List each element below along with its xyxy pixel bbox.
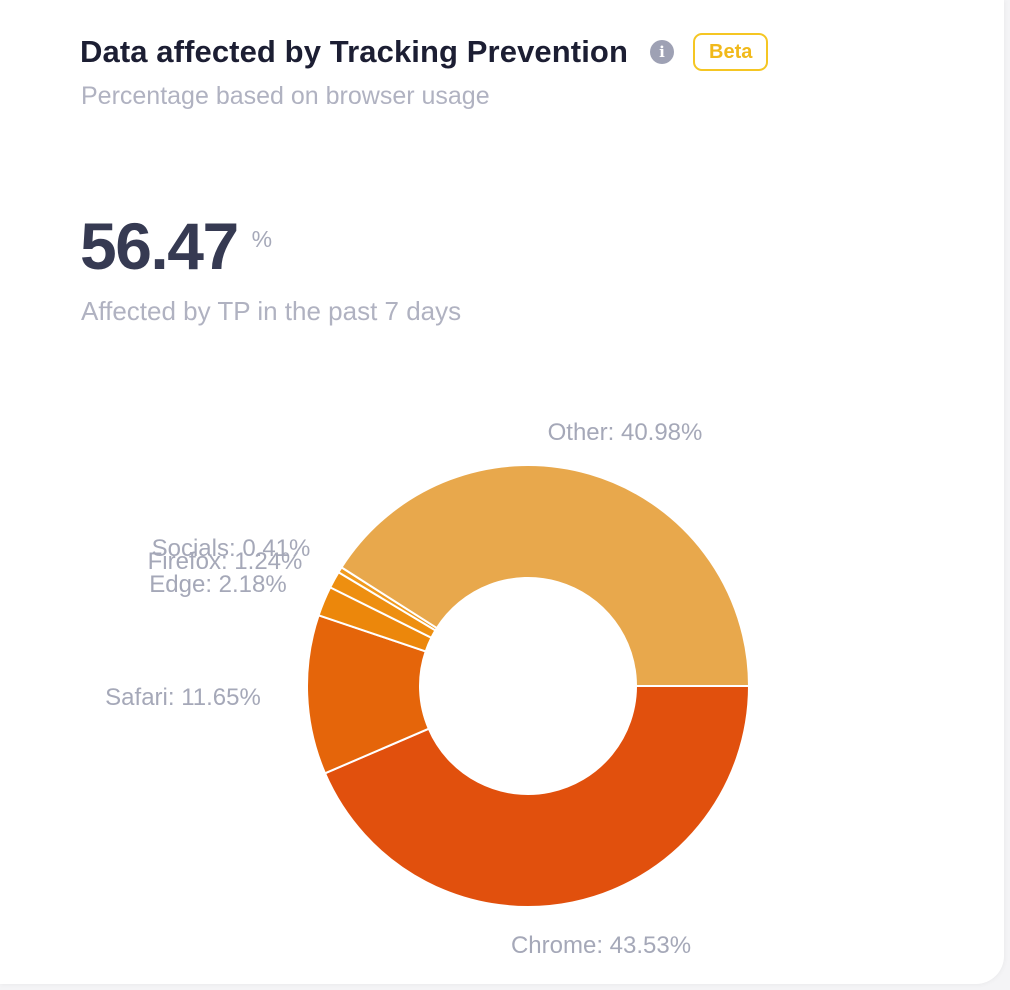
beta-badge: Beta — [693, 33, 769, 71]
kpi-unit: % — [251, 226, 273, 252]
slice-label-edge: Edge: 2.18% — [149, 571, 286, 598]
slice-other[interactable] — [340, 464, 750, 687]
kpi-caption: Affected by TP in the past 7 days — [81, 296, 462, 326]
kpi-value: 56.47 — [80, 209, 239, 283]
slice-label-other: Other: 40.98% — [548, 419, 703, 446]
slice-label-firefox: Firefox: 1.24% — [148, 548, 303, 575]
card-subtitle: Percentage based on browser usage — [81, 82, 490, 110]
kpi-block: 56.47 % — [80, 204, 272, 288]
slice-label-safari: Safari: 11.65% — [105, 684, 261, 711]
info-icon[interactable]: i — [650, 40, 674, 64]
card-header: Data affected by Tracking Prevention i B… — [80, 30, 769, 74]
slice-chrome[interactable] — [323, 685, 750, 908]
slice-label-socials: Socials: 0.41% — [152, 535, 311, 562]
slice-label-chrome: Chrome: 43.53% — [511, 932, 691, 959]
card-title: Data affected by Tracking Prevention — [80, 34, 628, 69]
